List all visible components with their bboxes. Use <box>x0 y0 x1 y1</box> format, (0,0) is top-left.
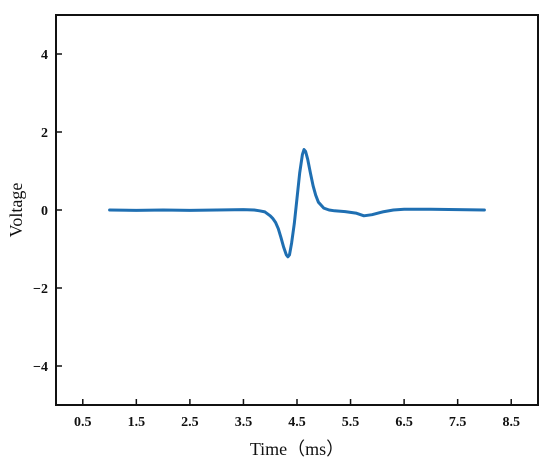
x-tick-label: 1.5 <box>128 415 146 430</box>
y-tick-label: −2 <box>33 282 48 297</box>
x-tick-label: 8.5 <box>502 415 520 430</box>
y-tick-label: 2 <box>41 126 48 141</box>
x-axis-title: Time（ms） <box>250 439 344 459</box>
y-axis-title: Voltage <box>6 183 26 238</box>
y-tick-label: 4 <box>41 48 48 63</box>
y-axis-ticks: −4 −2 0 2 4 <box>33 48 62 375</box>
x-tick-label: 4.5 <box>288 415 306 430</box>
x-tick-label: 5.5 <box>342 415 360 430</box>
x-tick-label: 6.5 <box>395 415 413 430</box>
series-line-voltage <box>108 148 486 259</box>
x-tick-label: 7.5 <box>449 415 467 430</box>
x-tick-label: 0.5 <box>74 415 92 430</box>
y-tick-label: 0 <box>41 204 48 219</box>
x-axis-ticks: 0.5 1.5 2.5 3.5 4.5 5.5 6.5 7.5 8.5 <box>74 399 520 430</box>
y-tick-label: −4 <box>33 360 48 375</box>
x-tick-label: 2.5 <box>181 415 199 430</box>
x-tick-label: 3.5 <box>235 415 253 430</box>
